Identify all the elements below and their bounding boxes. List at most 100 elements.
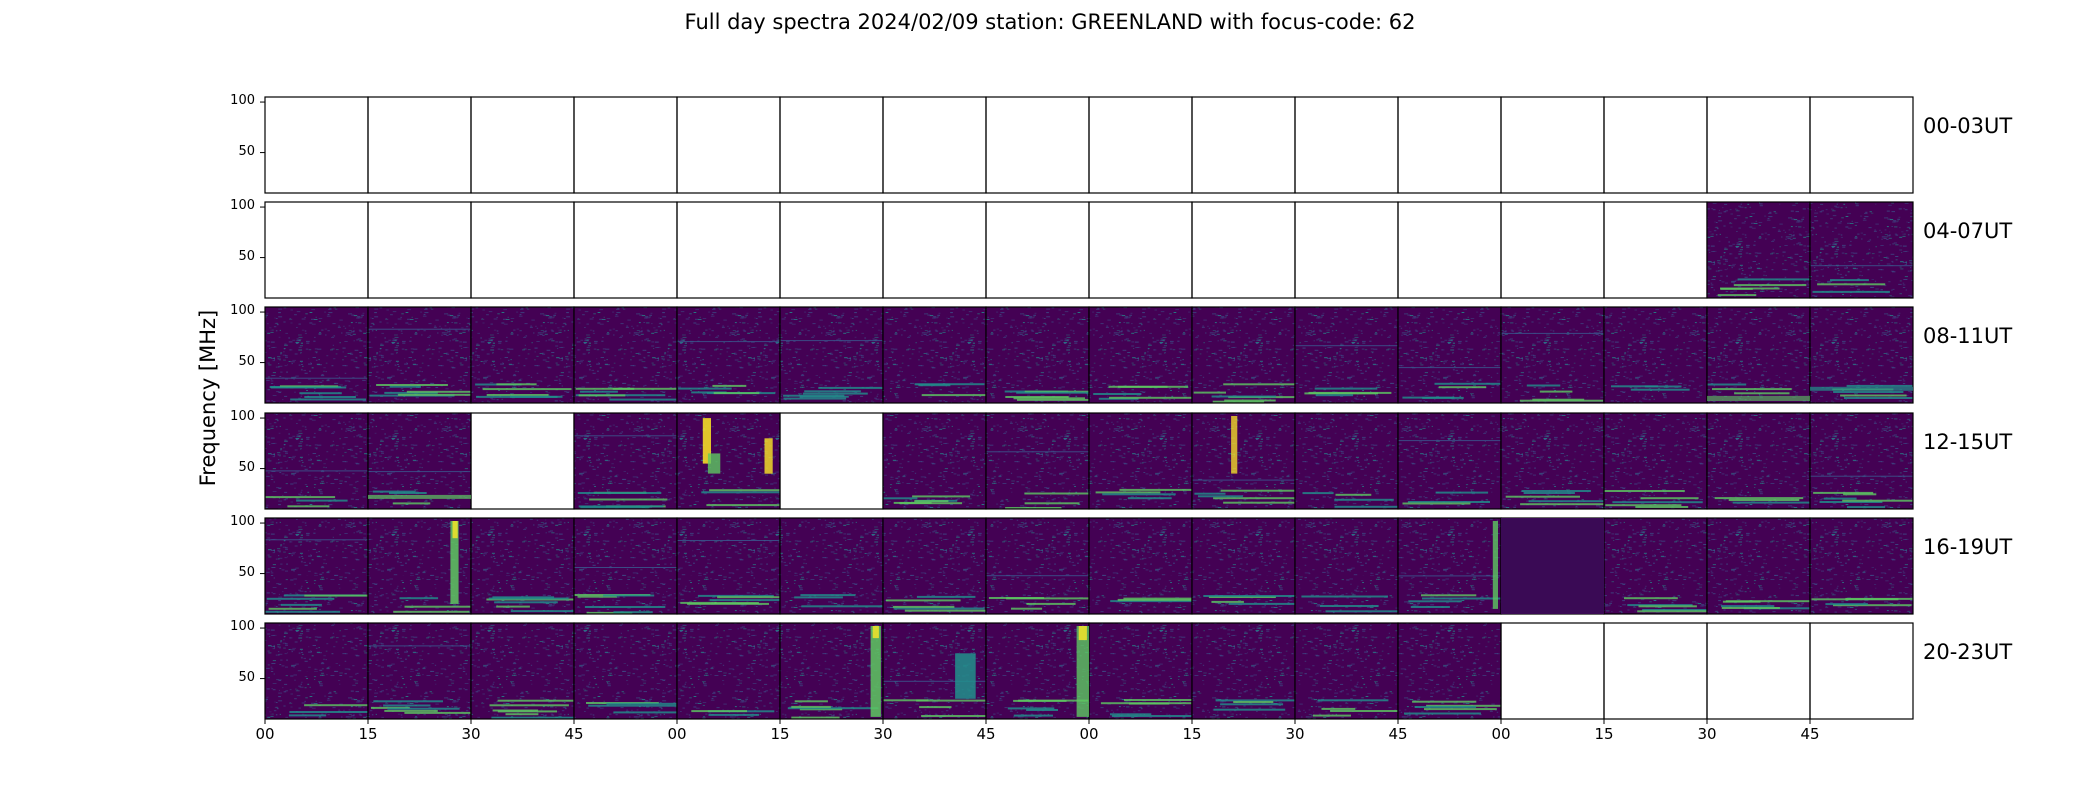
x-tick-label: 45 <box>1388 725 1408 743</box>
spectra-panel <box>1397 517 1502 615</box>
x-tick-label: 15 <box>1182 725 1202 743</box>
spectra-row-00-03UT <box>260 96 1914 194</box>
x-tick-label: 30 <box>873 725 893 743</box>
spectra-panel <box>1603 306 1708 404</box>
spectra-panel <box>264 622 369 720</box>
spectra-panel <box>1500 201 1605 299</box>
spectral-burst <box>1076 626 1089 717</box>
spectra-panel <box>470 201 575 299</box>
x-tick-label: 15 <box>358 725 378 743</box>
y-tick-label: 100 <box>230 619 255 635</box>
x-tick-label: 45 <box>1800 725 1820 743</box>
y-tick-label: 50 <box>238 459 255 475</box>
spectra-panel <box>985 412 1090 510</box>
spectra-panel <box>1088 517 1193 615</box>
spectra-panel <box>573 412 678 510</box>
x-tick-label: 00 <box>1079 725 1099 743</box>
spectra-panel <box>1397 622 1502 720</box>
spectra-panel <box>1809 96 1914 194</box>
y-tick-label: 100 <box>230 303 255 319</box>
spectra-panel <box>882 96 987 194</box>
x-tick-label: 15 <box>1594 725 1614 743</box>
spectra-panel <box>676 622 781 720</box>
spectra-panel <box>1294 306 1399 404</box>
spectra-panel <box>264 96 369 194</box>
spectra-panel <box>985 201 1090 299</box>
spectra-panel <box>573 96 678 194</box>
spectra-panel <box>1294 201 1399 299</box>
y-tick-label: 100 <box>230 198 255 214</box>
spectra-panel <box>470 622 575 720</box>
spectral-burst <box>872 626 879 639</box>
spectral-burst <box>707 453 721 474</box>
row-label: 20-23UT <box>1923 640 2013 664</box>
spectral-burst <box>1492 521 1498 609</box>
x-tick-label: 00 <box>1491 725 1511 743</box>
spectra-panel <box>1191 517 1296 615</box>
y-tick-label: 50 <box>238 248 255 264</box>
spectra-panel <box>573 201 678 299</box>
spectra-panel <box>1191 201 1296 299</box>
spectra-panel <box>985 517 1090 615</box>
y-tick-label: 100 <box>230 409 255 425</box>
row-label: 16-19UT <box>1923 535 2013 559</box>
spectra-panel <box>1088 412 1193 510</box>
spectra-panel <box>1294 622 1399 720</box>
spectra-panel <box>470 96 575 194</box>
y-tick-label: 100 <box>230 93 255 109</box>
spectral-burst <box>368 494 471 499</box>
spectra-panel <box>676 517 781 615</box>
spectra-panel <box>1088 306 1193 404</box>
spectra-panel <box>1088 622 1193 720</box>
spectra-panel <box>367 622 472 720</box>
spectral-burst <box>450 521 459 604</box>
spectra-panel <box>1191 412 1296 510</box>
spectra-panel <box>264 306 369 404</box>
spectra-panel <box>676 306 781 404</box>
spectral-burst <box>955 653 976 699</box>
x-tick-label: 00 <box>255 725 275 743</box>
spectra-panel <box>882 517 987 615</box>
x-tick-label: 00 <box>667 725 687 743</box>
spectra-panel <box>779 201 884 299</box>
spectra-panel <box>1294 96 1399 194</box>
spectra-panel <box>985 306 1090 404</box>
spectra-panel <box>1603 517 1708 615</box>
spectra-panel <box>676 201 781 299</box>
spectra-panel <box>470 517 575 615</box>
spectra-panel <box>779 412 884 510</box>
spectra-panel <box>882 412 987 510</box>
spectra-panel <box>1809 412 1914 510</box>
row-label: 08-11UT <box>1923 324 2013 348</box>
spectra-panel <box>1294 517 1399 615</box>
y-tick-label: 100 <box>230 514 255 530</box>
spectra-panel <box>1603 412 1708 510</box>
spectra-panel <box>1397 201 1502 299</box>
spectra-panel <box>1397 412 1502 510</box>
spectra-panel <box>882 306 987 404</box>
spectra-panel <box>1500 622 1605 720</box>
spectra-panel <box>1088 96 1193 194</box>
spectra-row-12-15UT <box>260 412 1914 510</box>
spectra-panel <box>1500 412 1605 510</box>
spectra-row-16-19UT <box>260 517 1914 615</box>
spectra-panel <box>1500 306 1605 404</box>
spectra-panel <box>1088 201 1193 299</box>
row-label: 12-15UT <box>1923 430 2013 454</box>
x-tick-label: 30 <box>1697 725 1717 743</box>
spectra-panel <box>1294 412 1399 510</box>
spectra-panel <box>367 412 472 510</box>
spectra-panel <box>1706 201 1811 299</box>
spectra-panel <box>1706 412 1811 510</box>
x-tick-label: 30 <box>461 725 481 743</box>
spectra-panel <box>1706 96 1811 194</box>
spectra-panel <box>1706 517 1811 615</box>
row-label: 04-07UT <box>1923 219 2013 243</box>
spectra-panel <box>264 412 369 510</box>
spectra-panel <box>1706 622 1811 720</box>
spectra-panel <box>1603 96 1708 194</box>
spectra-panel <box>1397 96 1502 194</box>
spectra-panel <box>676 96 781 194</box>
spectral-burst <box>702 418 711 464</box>
